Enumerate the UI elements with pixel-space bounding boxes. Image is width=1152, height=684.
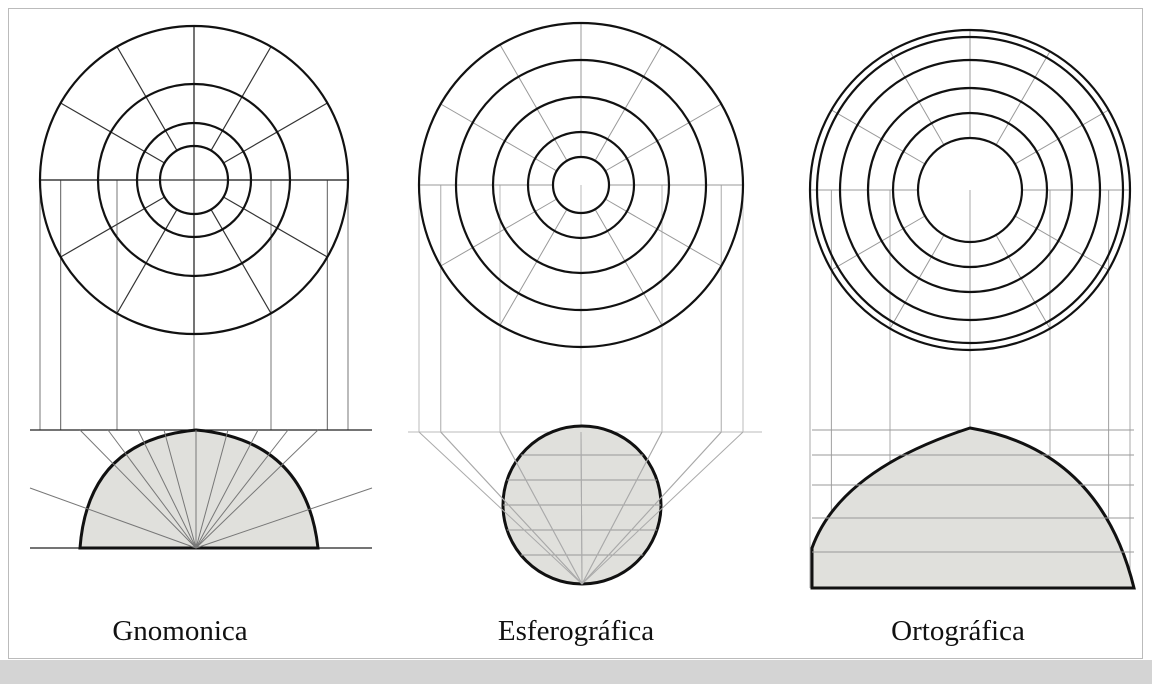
line — [60, 196, 165, 258]
line — [1014, 109, 1109, 165]
line — [889, 234, 945, 329]
line — [440, 198, 558, 267]
hemisphere — [810, 426, 1136, 590]
line — [995, 234, 1051, 329]
line — [210, 209, 272, 314]
line — [195, 429, 259, 549]
line — [604, 198, 722, 267]
line — [195, 429, 289, 549]
circle — [808, 28, 1132, 352]
circle — [916, 136, 1024, 244]
line — [116, 209, 178, 314]
line — [581, 431, 744, 585]
line — [581, 431, 722, 585]
line — [499, 208, 568, 326]
line — [1014, 215, 1109, 271]
line — [831, 109, 926, 165]
line — [831, 215, 926, 271]
line — [223, 102, 328, 164]
line — [594, 208, 663, 326]
label: Esferográfica — [498, 615, 654, 647]
label: Ortográfica — [891, 615, 1025, 647]
line — [594, 44, 663, 162]
line — [163, 429, 197, 549]
line — [580, 431, 583, 585]
line — [195, 487, 373, 549]
circle — [96, 82, 292, 278]
bottom-bar — [0, 660, 1152, 684]
line — [29, 487, 197, 549]
circle — [38, 24, 350, 336]
line — [440, 431, 583, 585]
label: Gnomonica — [112, 615, 247, 647]
circle — [891, 111, 1049, 269]
projections — [29, 21, 1136, 590]
line — [195, 429, 229, 549]
line — [79, 429, 197, 549]
circle — [158, 144, 230, 216]
line — [195, 429, 319, 549]
circle — [815, 35, 1125, 345]
line — [60, 102, 165, 164]
line — [107, 429, 197, 549]
line — [604, 103, 722, 172]
line — [995, 51, 1051, 146]
circle — [526, 130, 636, 240]
line — [499, 431, 583, 585]
line — [418, 431, 583, 585]
line — [440, 103, 558, 172]
line — [223, 196, 328, 258]
circle — [135, 121, 253, 239]
circle — [454, 58, 708, 312]
line — [581, 431, 663, 585]
line — [116, 46, 178, 151]
line — [499, 44, 568, 162]
circle — [491, 95, 671, 275]
circle — [417, 21, 745, 349]
circle — [866, 86, 1074, 294]
line — [137, 429, 197, 549]
line — [210, 46, 272, 151]
circle — [838, 58, 1102, 322]
line — [889, 51, 945, 146]
circle — [551, 155, 611, 215]
